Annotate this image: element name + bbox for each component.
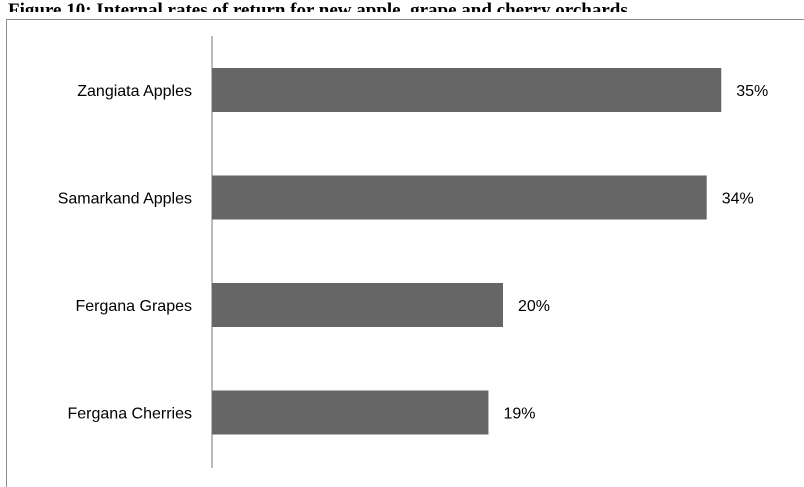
bar (212, 283, 503, 327)
category-label: Zangiata Apples (77, 83, 192, 100)
bar (212, 175, 707, 220)
value-labels-group: 35% 34% 20% 19% (503, 83, 768, 423)
chart-frame (6, 19, 804, 487)
category-labels-group: Zangiata Apples Samarkand Apples Fergana G… (58, 83, 192, 423)
bar (212, 68, 722, 112)
category-label: Samarkand Apples (58, 191, 192, 208)
bar (212, 390, 489, 435)
category-label: Fergana Grapes (75, 298, 192, 315)
value-label: 34% (722, 191, 754, 208)
value-label: 35% (736, 83, 768, 100)
figure-title: Figure 10: Internal rates of return for … (8, 0, 628, 21)
value-label: 20% (518, 298, 550, 315)
category-label: Fergana Cherries (68, 406, 193, 423)
value-label: 19% (503, 406, 535, 423)
bars-group (212, 68, 722, 435)
